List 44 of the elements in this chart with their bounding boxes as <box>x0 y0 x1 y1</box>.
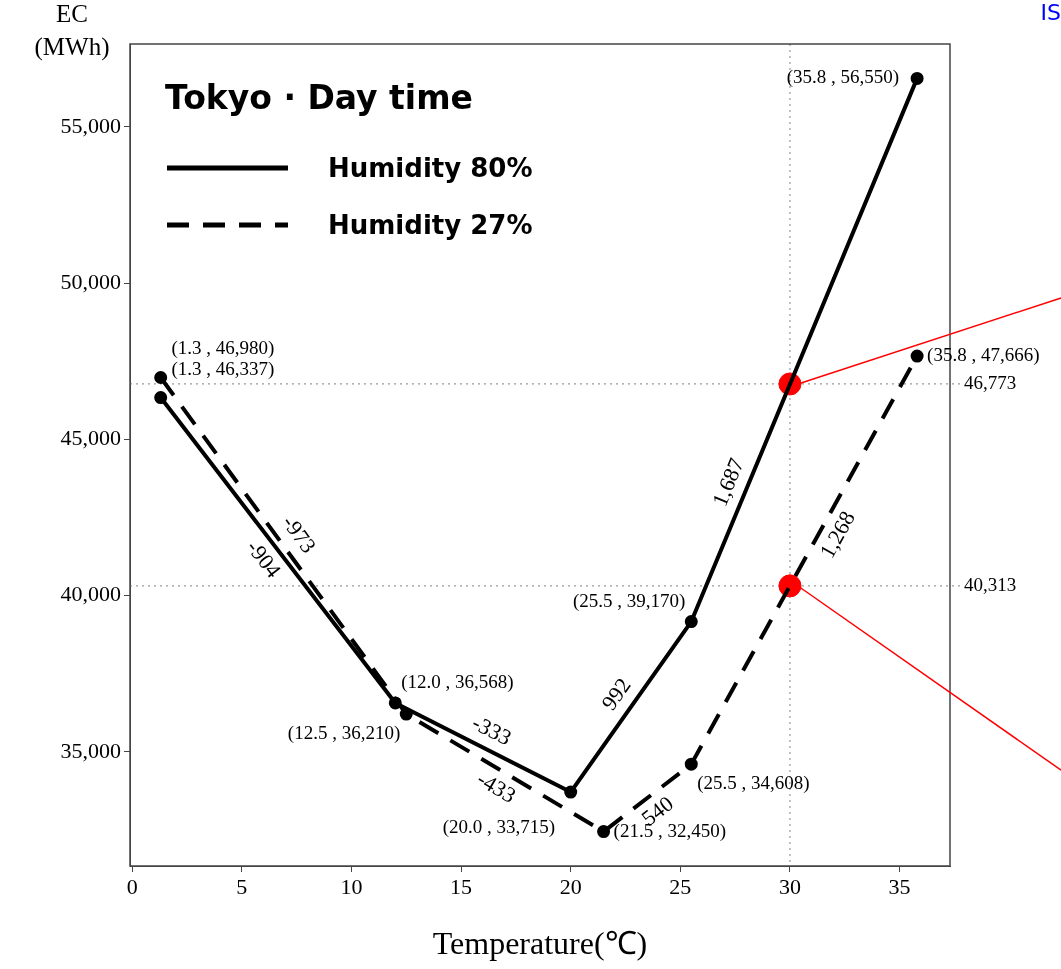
data-label: (12.5 , 36,210) <box>287 722 401 745</box>
point <box>778 574 802 598</box>
y-axis-title: EC (MWh) <box>34 0 110 61</box>
data-label: (1.3 , 46,980) <box>171 337 275 360</box>
text: Tokyo · Day time <box>165 78 474 117</box>
point <box>684 757 698 771</box>
y-tick-label: 50,000 <box>60 268 121 294</box>
point <box>564 785 578 799</box>
ref-line-label: 40,313 <box>964 573 1017 595</box>
point <box>154 391 168 405</box>
x-tick-label: 35 <box>888 873 911 899</box>
data-label: (12.0 , 36,568) <box>401 670 514 693</box>
x-tick-label: 5 <box>236 873 248 899</box>
point <box>154 370 168 384</box>
x-tick-label: 30 <box>778 873 801 899</box>
x-tick-label: 20 <box>559 873 582 899</box>
data-label: (25.5 , 39,170) <box>572 589 686 612</box>
legend-label: Humidity 27% <box>328 209 533 240</box>
point <box>910 71 924 85</box>
x-tick-label: 15 <box>450 873 473 899</box>
data-label: (1.3 , 46,337) <box>171 357 275 380</box>
ref-line-label: 46,773 <box>964 371 1017 393</box>
point <box>910 349 924 363</box>
y-tick-label: 35,000 <box>60 737 121 763</box>
x-tick-label: 10 <box>340 873 363 899</box>
data-label: (35.8 , 56,550) <box>786 66 900 89</box>
point <box>597 825 611 839</box>
text: IS <box>1040 0 1061 25</box>
legend-label: Humidity 80% <box>328 152 533 183</box>
data-label: (20.0 , 33,715) <box>442 816 556 839</box>
annotation: 1,687 <box>706 454 749 510</box>
annotation: 1,268 <box>814 506 860 563</box>
annotation: -433 <box>472 765 521 808</box>
annotation: 992 <box>596 673 636 715</box>
annotation: -333 <box>468 709 516 751</box>
x-axis-title: Temperature(℃) <box>432 925 648 962</box>
x-tick-label: 0 <box>126 873 138 899</box>
point <box>388 696 402 710</box>
point <box>684 615 698 629</box>
x-tick-label: 25 <box>669 873 692 899</box>
y-tick-label: 45,000 <box>60 425 121 451</box>
y-tick-label: 40,000 <box>60 581 121 607</box>
y-tick-label: 55,000 <box>60 112 121 138</box>
data-label: (25.5 , 34,608) <box>697 772 810 795</box>
